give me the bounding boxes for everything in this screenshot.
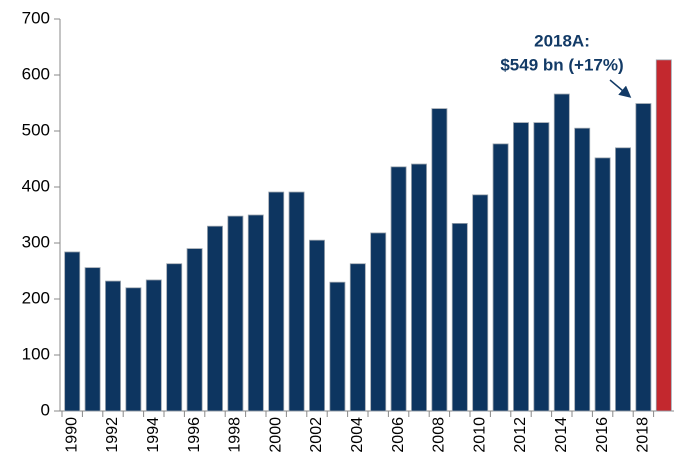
bar [268,191,285,412]
bar [125,287,142,412]
bar [288,191,305,412]
bar [615,147,631,412]
x-tick-label: 2008 [431,417,448,453]
y-tick-label: 0 [41,400,50,419]
bar [431,108,448,412]
x-tick-label: 2004 [349,417,366,453]
annotation: $549 bn (+17%) [500,55,623,74]
bar [594,157,611,412]
bar [166,263,183,412]
bar [227,215,244,412]
y-tick-label: 200 [22,288,50,307]
bar [411,163,427,412]
bar [553,93,570,412]
bar [84,267,101,412]
bar [492,143,509,412]
bar [370,232,387,412]
bar [186,248,203,412]
x-tick-label: 1990 [63,417,80,453]
bar [207,225,223,412]
bar [105,280,121,412]
x-tick-label: 2018 [635,417,652,453]
bar [145,279,162,412]
bar [513,122,529,412]
y-tick-label: 500 [22,120,50,139]
annotation-arrow [609,79,632,98]
bar [390,166,407,412]
x-tick-label: 2012 [512,417,529,453]
y-tick-label: 600 [22,64,50,83]
x-tick-label: 2006 [390,417,407,453]
y-tick-label: 300 [22,232,50,251]
x-tick-label: 1996 [186,417,203,453]
x-tick-label: 1994 [145,417,162,453]
bar [472,194,489,412]
bar [309,239,325,412]
annotation: 2018A: [534,31,590,50]
y-tick-label: 100 [22,344,50,363]
x-tick-label: 1992 [104,417,121,453]
y-tick-label: 700 [22,8,50,27]
bar [451,222,468,412]
x-tick-label: 1998 [227,417,244,453]
bar [247,214,264,412]
x-tick-label: 2000 [267,417,284,453]
bar [574,127,591,412]
bar [635,103,652,412]
bar [329,281,346,412]
x-tick-label: 2010 [471,417,488,453]
y-tick-label: 400 [22,176,50,195]
bar [349,263,366,412]
x-tick-label: 2002 [308,417,325,453]
x-tick-label: 2016 [594,417,611,453]
bar [64,251,81,412]
bar [533,122,550,412]
x-tick-label: 2014 [553,417,570,453]
bar [655,59,672,412]
